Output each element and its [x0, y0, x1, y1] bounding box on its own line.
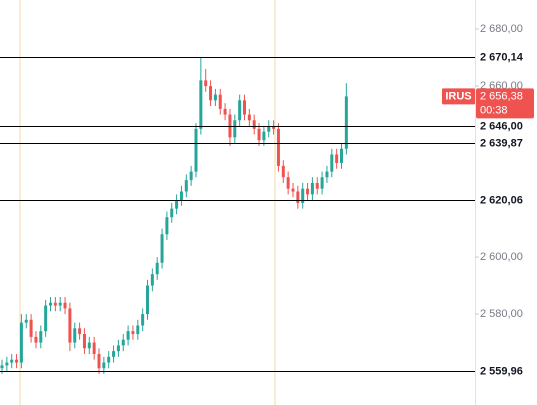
candle-body [107, 356, 111, 363]
candle-body [121, 339, 125, 346]
candle-body [49, 302, 52, 306]
candle-body [281, 165, 285, 178]
candle-body [19, 322, 23, 363]
candle-body [136, 325, 140, 335]
candle-body [228, 114, 232, 138]
candle-body [340, 148, 343, 164]
candle-body [116, 345, 120, 352]
level-label: 2 646,00 [480, 120, 523, 132]
level-label-box [476, 363, 536, 380]
level-label: 2 620,06 [480, 194, 523, 206]
candle-body [5, 362, 9, 366]
candle-body [58, 302, 62, 306]
candle-body [10, 359, 14, 363]
candle-body [296, 191, 300, 203]
candle-body [102, 362, 106, 369]
level-label: 2 559,96 [480, 365, 523, 377]
candle-body [29, 319, 33, 337]
candle-body [150, 274, 154, 286]
candle-body [175, 200, 179, 209]
level-label-box [476, 192, 536, 209]
candle-body [276, 128, 280, 166]
candle-body [262, 131, 266, 141]
candle-body [223, 108, 227, 115]
level-label-box [476, 49, 536, 66]
y-tick-label: 2 600,00 [480, 251, 523, 263]
candle-body [68, 308, 72, 343]
candle-body [194, 128, 198, 172]
candle-body [247, 114, 251, 121]
candle-body [97, 353, 101, 369]
candle-body [78, 328, 82, 335]
candle-body [179, 191, 183, 201]
candle-body [184, 180, 188, 192]
candle-body [199, 80, 203, 129]
level-label: 2 639,87 [480, 137, 523, 149]
candle-body [82, 334, 86, 349]
candle-body [44, 305, 48, 332]
candle-body [112, 351, 116, 357]
candle-body [204, 80, 208, 87]
candle-body [53, 302, 57, 306]
symbol-label: IRUS [445, 90, 471, 102]
candle-body [0, 365, 4, 369]
countdown-label: 00:38 [480, 104, 508, 116]
candle-body [286, 177, 290, 189]
candle-body [189, 171, 193, 181]
candle-body [267, 125, 271, 132]
candle-body [141, 314, 145, 326]
candle-body [170, 208, 174, 218]
level-label-box [476, 135, 536, 152]
candle-body [155, 262, 159, 275]
candle-body [218, 94, 222, 109]
symbol-tag [442, 88, 475, 105]
level-label-box [476, 118, 536, 135]
y-tick-label: 2 680,00 [480, 23, 523, 35]
candle-body [24, 319, 28, 323]
candle-body [315, 182, 319, 189]
candle-body [126, 331, 130, 340]
candle-body [335, 154, 339, 164]
candle-body [320, 177, 324, 189]
candle-body [39, 331, 43, 343]
candle-body [87, 342, 91, 349]
candle-body [252, 120, 256, 129]
candle-body [233, 120, 237, 138]
candle-body [243, 100, 246, 115]
candle-body [306, 188, 310, 195]
candle-body [160, 234, 164, 263]
candle-body [310, 182, 314, 195]
candle-body [209, 86, 213, 101]
candle-body [301, 188, 305, 203]
candle-body [291, 188, 295, 192]
price-tag [476, 88, 534, 119]
candle-body [272, 125, 276, 129]
candle-body [213, 94, 217, 101]
candle-body [344, 96, 348, 149]
candle-body [325, 171, 329, 178]
candle-body [63, 302, 67, 309]
candle-body [15, 359, 19, 363]
candle-body [146, 285, 149, 315]
candle-body [92, 342, 96, 354]
candle-body [257, 128, 261, 141]
candle-body [165, 217, 169, 235]
price-label: 2 656,38 [480, 90, 523, 102]
candle-body [131, 331, 135, 335]
candle-body [34, 336, 38, 343]
candle-body [73, 328, 77, 343]
candle-body [238, 100, 242, 121]
y-tick-label: 2 580,00 [480, 308, 523, 320]
candle-body [330, 154, 334, 172]
level-label: 2 670,14 [480, 51, 524, 63]
